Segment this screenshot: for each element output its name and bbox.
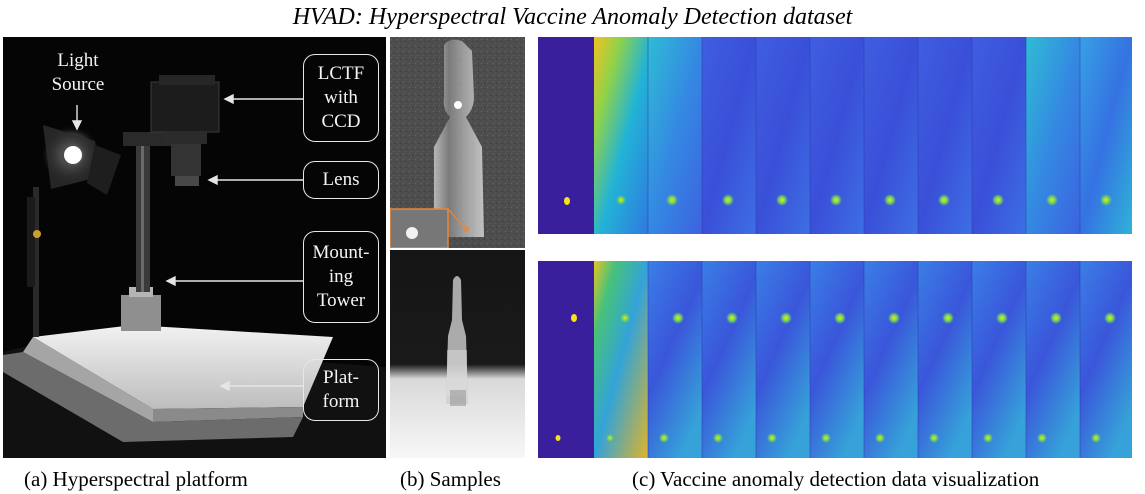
light-source-line-2: Source (51, 74, 105, 95)
light-source-line-1: Light (57, 50, 99, 71)
band-image-strips (538, 37, 1132, 458)
tower-line-3: Tower (316, 290, 366, 311)
platform-line-2: form (322, 391, 360, 412)
caption-samples: (b) Samples (400, 467, 501, 491)
caption-visualization: (c) Vaccine anomaly detection data visua… (632, 467, 1040, 491)
sample-photo-closeup (390, 37, 525, 248)
lctf-label: LCTF with CCD (303, 54, 379, 142)
figure-title: HVAD: Hyperspectral Vaccine Anomaly Dete… (292, 4, 853, 30)
tower-label: Mount- ing Tower (303, 231, 379, 323)
sample-photo-full (390, 250, 525, 458)
lctf-line-2: with (324, 87, 358, 108)
lctf-line-3: CCD (321, 111, 361, 132)
top-row (538, 37, 1132, 234)
platform-label: Plat- form (303, 359, 379, 421)
light-source-label: Light Source (47, 49, 109, 97)
platform-illustration (3, 75, 386, 458)
tower-line-2: ing (328, 266, 354, 287)
lens-line-1: Lens (322, 169, 360, 190)
platform-photo: Light Source LCTF with CCD Lens Mount- i… (3, 37, 386, 458)
vial-full-illustration (390, 250, 525, 458)
vial-closeup-illustration (390, 37, 525, 248)
lctf-line-1: LCTF (317, 63, 365, 84)
anomaly-visualization (538, 37, 1132, 458)
caption-platform: (a) Hyperspectral platform (24, 467, 248, 491)
lens-label: Lens (303, 161, 379, 199)
bottom-row (538, 261, 1132, 458)
platform-line-1: Plat- (323, 367, 359, 388)
tower-line-1: Mount- (312, 242, 370, 263)
